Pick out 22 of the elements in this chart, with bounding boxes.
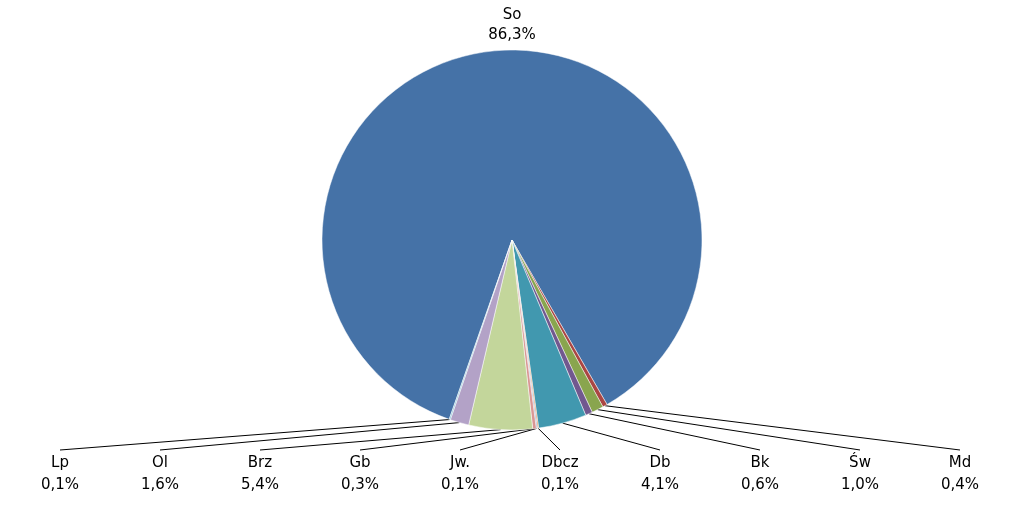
- data-label: 0,1%: [40, 475, 80, 493]
- slice-label: Brz: [247, 453, 273, 471]
- data-label: 0,1%: [440, 475, 480, 493]
- data-label: 4,1%: [640, 475, 680, 493]
- slice-label: Bk: [750, 453, 770, 471]
- data-label: 86,3%: [488, 25, 536, 43]
- slice-label: Ol: [152, 453, 168, 471]
- data-label: 1,6%: [140, 475, 180, 493]
- data-label: 0,1%: [540, 475, 580, 493]
- data-label: 5,4%: [240, 475, 280, 493]
- slice-label: Jw.: [448, 453, 471, 471]
- data-label: 1,0%: [840, 475, 880, 493]
- slice-label: Db: [649, 453, 671, 471]
- slice-label: Md: [948, 453, 972, 471]
- data-label: 0,3%: [340, 475, 380, 493]
- slice-label: Lp: [51, 453, 69, 471]
- data-label: 0,4%: [940, 475, 980, 493]
- slice-label: Gb: [349, 453, 371, 471]
- slice-label: Dbcz: [541, 453, 579, 471]
- data-label: 0,6%: [740, 475, 780, 493]
- slice-label: So: [502, 5, 522, 23]
- slice-label: Św: [849, 452, 871, 471]
